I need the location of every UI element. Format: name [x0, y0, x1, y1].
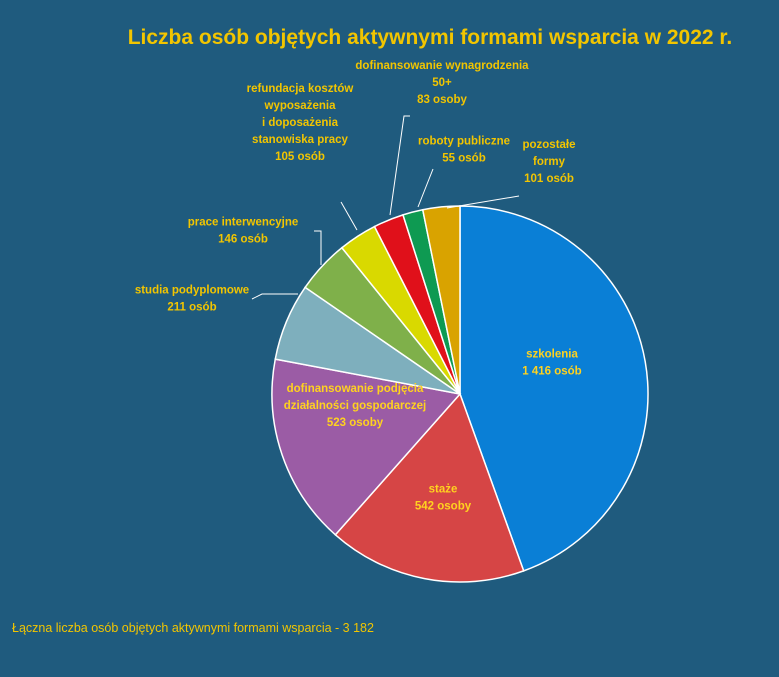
slice-label-3: studia podyplomowe 211 osób [135, 285, 249, 314]
slice-label-line: 101 osób [524, 173, 574, 185]
pie-slices [271, 205, 649, 583]
slice-label-7: roboty publiczne 55 osób [418, 136, 510, 165]
slice-label-line: 83 osoby [417, 94, 467, 106]
leader-lines [251, 115, 520, 300]
slice-label-0: szkolenia 1 416 osób [522, 349, 581, 378]
slice-label-5: refundacja kosztów wyposażenia i doposażen… [247, 83, 354, 163]
leader-line-5 [340, 201, 358, 231]
slice-label-line: 146 osób [218, 234, 268, 246]
chart-footer: Łączna liczba osób objętych aktywnymi fo… [12, 621, 374, 635]
slice-label-line: prace interwencyjne [188, 217, 299, 229]
slice-label-line: dofinansowanie podjęcia [287, 383, 424, 395]
slice-label-6: dofinansowanie wynagrodzenia 50+ 83 osoby [355, 60, 529, 106]
slice-label-1: staże 542 osoby [415, 484, 472, 513]
leader-line-8 [446, 195, 520, 209]
slice-label-line: wyposażenia [264, 100, 337, 112]
pie-slice-0 [459, 205, 649, 572]
slice-label-line: szkolenia [526, 349, 578, 361]
slice-label-line: studia podyplomowe [135, 285, 249, 297]
slice-label-line: 523 osoby [327, 417, 384, 429]
leader-line-4 [314, 230, 322, 265]
slice-label-line: 55 osób [442, 153, 485, 165]
slice-label-line: formy [533, 156, 566, 168]
slice-label-line: 1 416 osób [522, 366, 581, 378]
pie-slice-2 [271, 358, 462, 536]
slice-label-line: działalności gospodarczej [284, 400, 427, 412]
slice-label-line: 50+ [432, 77, 452, 89]
slice-label-line: stanowiska pracy [252, 134, 348, 146]
slice-label-line: refundacja kosztów [247, 83, 354, 95]
slice-label-line: 542 osoby [415, 501, 472, 513]
slice-label-line: i doposażenia [262, 117, 339, 129]
slice-label-line: staże [429, 484, 458, 496]
slice-label-8: pozostałe formy 101 osób [522, 139, 575, 185]
slice-label-4: prace interwencyjne 146 osób [188, 217, 299, 246]
slice-label-line: pozostałe [522, 139, 575, 151]
leader-line-3 [251, 293, 298, 300]
slice-label-line: 211 osób [167, 302, 216, 314]
data-labels: szkolenia 1 416 osób staże 542 osoby dofinan… [135, 60, 582, 513]
chart-title: Liczba osób objętych aktywnymi formami w… [128, 26, 733, 49]
leader-line-6 [389, 115, 410, 216]
slice-label-line: dofinansowanie wynagrodzenia [355, 60, 529, 72]
pie-slice-1 [334, 392, 525, 583]
slice-label-line: 105 osób [275, 151, 325, 163]
slice-label-line: roboty publiczne [418, 136, 510, 148]
slice-label-2: dofinansowanie podjęcia działalności gosp… [284, 383, 427, 429]
leader-line-7 [417, 168, 434, 208]
